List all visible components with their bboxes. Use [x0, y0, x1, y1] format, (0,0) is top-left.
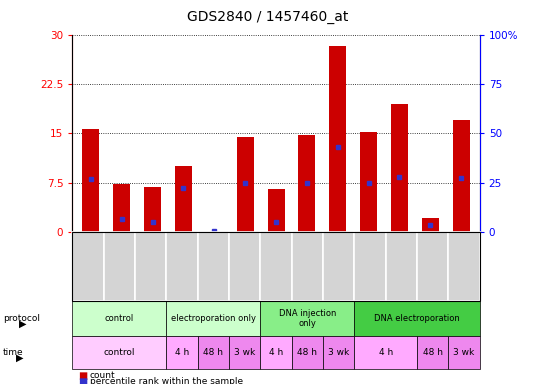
Text: 48 h: 48 h — [423, 348, 443, 357]
Bar — [391, 104, 408, 232]
Text: 4 h: 4 h — [269, 348, 283, 357]
Bar — [299, 135, 315, 232]
Text: control: control — [103, 348, 135, 357]
Text: ▶: ▶ — [16, 352, 24, 362]
Text: DNA injection
only: DNA injection only — [279, 309, 336, 328]
Text: time: time — [3, 348, 23, 357]
Text: 3 wk: 3 wk — [453, 348, 475, 357]
Bar — [175, 166, 192, 232]
Bar — [453, 120, 470, 232]
Text: 48 h: 48 h — [203, 348, 224, 357]
Text: control: control — [105, 314, 134, 323]
Text: 48 h: 48 h — [297, 348, 317, 357]
Bar — [329, 46, 346, 232]
Text: GDS2840 / 1457460_at: GDS2840 / 1457460_at — [187, 10, 349, 23]
Text: DNA electroporation: DNA electroporation — [374, 314, 460, 323]
Bar — [113, 184, 130, 232]
Bar — [237, 137, 254, 232]
Text: percentile rank within the sample: percentile rank within the sample — [90, 377, 243, 384]
Bar — [83, 129, 99, 232]
Text: count: count — [90, 371, 115, 380]
Text: 4 h: 4 h — [175, 348, 189, 357]
Bar — [144, 187, 161, 232]
Text: 4 h: 4 h — [378, 348, 393, 357]
Text: ▶: ▶ — [19, 319, 26, 329]
Text: ■: ■ — [78, 371, 87, 381]
Text: 3 wk: 3 wk — [328, 348, 349, 357]
Text: protocol: protocol — [3, 314, 40, 323]
Text: electroporation only: electroporation only — [171, 314, 256, 323]
Text: 3 wk: 3 wk — [234, 348, 255, 357]
Bar — [267, 189, 285, 232]
Bar — [360, 132, 377, 232]
Bar — [422, 218, 439, 232]
Text: ■: ■ — [78, 377, 87, 384]
